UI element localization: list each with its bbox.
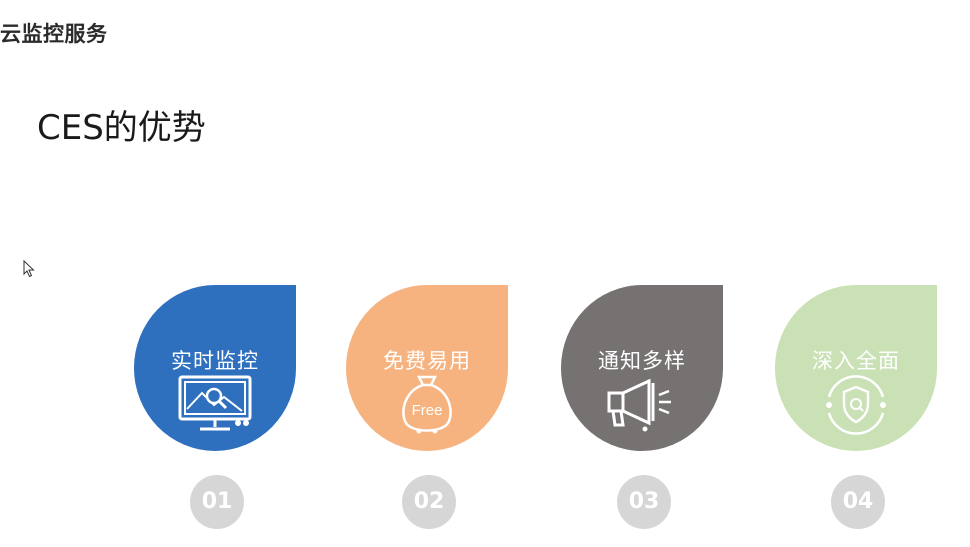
slide-title: CES的优势 (37, 108, 206, 148)
card-label: 深入全面 (812, 349, 900, 373)
card-label: 免费易用 (383, 349, 471, 373)
advantage-card-notification-variety: 通知多样 03 (561, 285, 723, 529)
advantage-card-free-easy: 免费易用 Free 02 (346, 285, 508, 529)
number-badge: 04 (831, 475, 885, 529)
page-header-title: 云监控服务 (0, 22, 108, 46)
number-badge: 03 (617, 475, 671, 529)
teardrop-shape: 通知多样 (561, 285, 723, 451)
teardrop-shape: 免费易用 Free (346, 285, 508, 451)
number-badge: 01 (190, 475, 244, 529)
number-badge: 02 (402, 475, 456, 529)
free-text: Free (412, 402, 443, 419)
advantage-card-comprehensive: 深入全面 04 (775, 285, 937, 529)
advantage-card-realtime-monitoring: 实时监控 01 (134, 285, 296, 529)
shield-icon (826, 375, 886, 435)
teardrop-shape: 深入全面 (775, 285, 937, 451)
card-label: 通知多样 (598, 349, 686, 373)
card-label: 实时监控 (171, 349, 259, 373)
teardrop-shape: 实时监控 (134, 285, 296, 451)
free-bag-icon: Free (402, 375, 452, 434)
mouse-cursor-icon (23, 260, 35, 278)
megaphone-icon (607, 378, 671, 432)
monitor-icon (178, 375, 252, 431)
